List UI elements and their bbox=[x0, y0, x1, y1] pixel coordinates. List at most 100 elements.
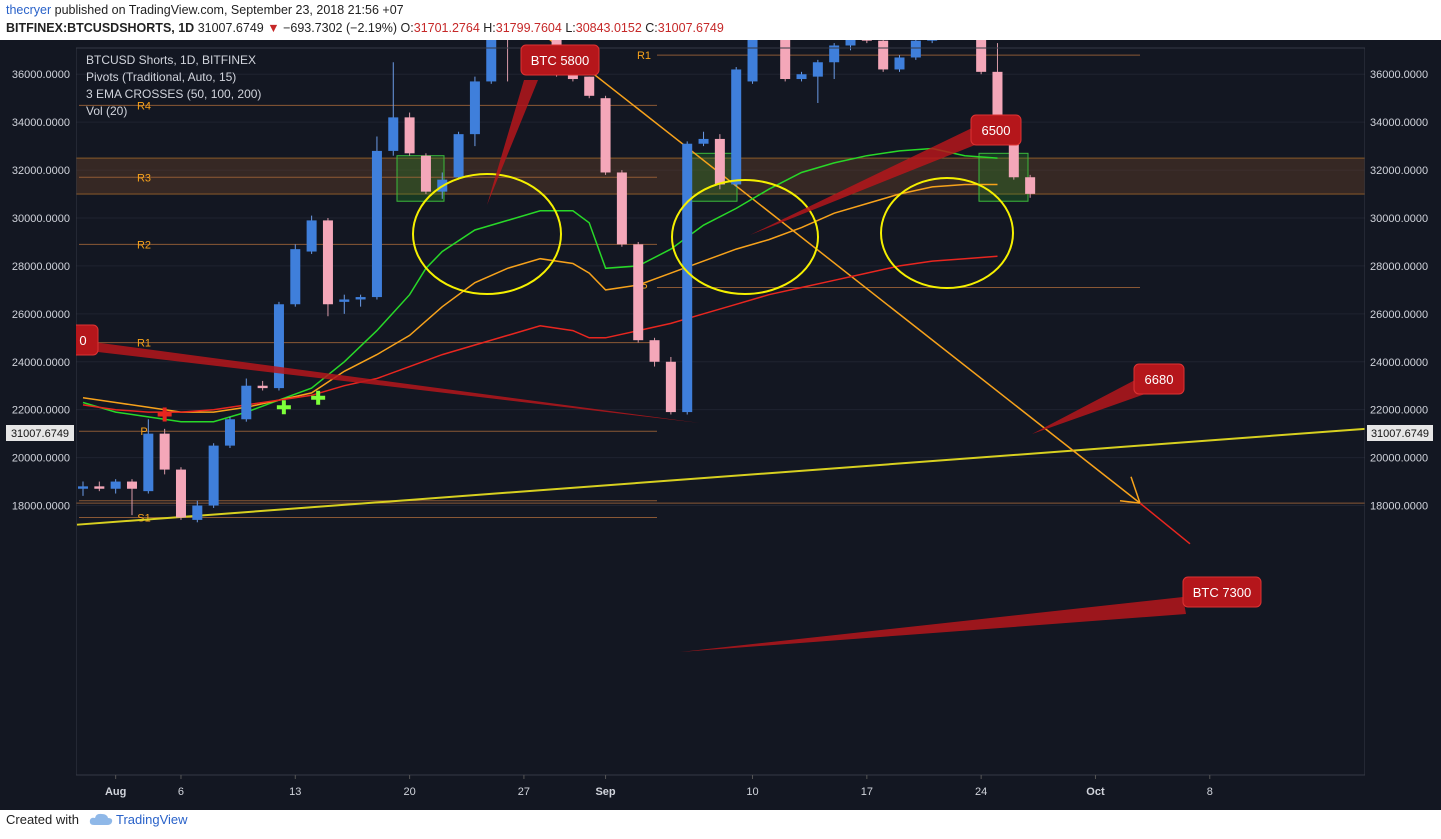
annotation-label: 0 bbox=[79, 333, 86, 348]
pivot-label: P bbox=[140, 426, 147, 438]
candle bbox=[404, 112, 415, 156]
x-tick-label: 8 bbox=[1207, 786, 1213, 798]
ema-line bbox=[82, 183, 998, 413]
open-label: O: bbox=[400, 21, 414, 35]
x-tick-label: 17 bbox=[861, 786, 873, 798]
y-tick-label: 26000.0000 bbox=[1370, 309, 1428, 321]
x-tick-label: 10 bbox=[746, 786, 758, 798]
candle-body bbox=[78, 486, 88, 489]
tradingview-link[interactable]: TradingView bbox=[116, 812, 188, 827]
y-tick-label: 28000.0000 bbox=[1370, 261, 1428, 273]
candle bbox=[126, 479, 137, 516]
candle-body bbox=[110, 481, 121, 489]
legend-ema: 3 EMA CROSSES (50, 100, 200) bbox=[86, 87, 261, 101]
y-tick-label: 36000.0000 bbox=[12, 69, 70, 81]
candle bbox=[616, 170, 627, 247]
candle-body bbox=[126, 481, 137, 489]
svg-text:31007.6749: 31007.6749 bbox=[1371, 428, 1429, 440]
y-tick-label: 18000.0000 bbox=[1370, 501, 1428, 513]
candle bbox=[747, 40, 758, 84]
candle-body bbox=[649, 340, 660, 362]
candle-body bbox=[290, 249, 301, 305]
candle-body bbox=[812, 62, 823, 77]
y-tick-label: 26000.0000 bbox=[12, 309, 70, 321]
candle-body bbox=[796, 74, 807, 80]
highlight-circle bbox=[412, 173, 562, 295]
candle bbox=[388, 62, 399, 156]
candle-body bbox=[861, 40, 872, 41]
y-tick-label: 30000.0000 bbox=[1370, 213, 1428, 225]
x-tick-label: 24 bbox=[975, 786, 987, 798]
price-change: −693.7302 (−2.19%) bbox=[283, 21, 398, 35]
x-tick-label: Sep bbox=[595, 786, 615, 798]
high-label: H: bbox=[483, 21, 496, 35]
annotation-label: 6680 bbox=[1145, 372, 1174, 387]
candle-body bbox=[747, 40, 758, 82]
legend-title: BTCUSD Shorts, 1D, BITFINEX bbox=[86, 53, 256, 67]
annotation-6680[interactable]: 6680 bbox=[1032, 363, 1185, 434]
candle bbox=[159, 428, 170, 475]
annotation-label: BTC 7300 bbox=[1193, 585, 1252, 600]
legend-vol: Vol (20) bbox=[86, 104, 127, 118]
candle-body bbox=[1008, 117, 1019, 178]
candle bbox=[420, 153, 431, 195]
candle-body bbox=[273, 304, 284, 389]
x-tick-label: 13 bbox=[289, 786, 301, 798]
candle bbox=[257, 380, 268, 391]
publish-text: published on TradingView.com, September … bbox=[54, 3, 404, 17]
candle-body bbox=[208, 445, 219, 506]
candle bbox=[469, 76, 480, 147]
candle bbox=[731, 67, 742, 187]
candle-body bbox=[404, 117, 415, 154]
y-tick-label: 34000.0000 bbox=[12, 117, 70, 129]
symbol-label: BITFINEX:BTCUSDSHORTS, 1D bbox=[6, 21, 195, 35]
candle bbox=[507, 40, 509, 82]
y-tick-label: 28000.0000 bbox=[12, 261, 70, 273]
y-tick-label: 34000.0000 bbox=[1370, 117, 1428, 129]
candle-body bbox=[698, 138, 709, 144]
annotation-btc5800[interactable]: BTC 5800 bbox=[487, 44, 600, 205]
price-chart[interactable]: R5R4R3R2R1PS1R1P Aug6132027Sep101724Oct8… bbox=[0, 40, 1441, 810]
candle-body bbox=[486, 40, 497, 82]
pivot-label: R1 bbox=[637, 50, 651, 62]
left-price-marker: 31007.6749 bbox=[6, 425, 74, 441]
candle-body bbox=[241, 385, 252, 420]
candle bbox=[175, 467, 186, 520]
candle-body bbox=[469, 81, 480, 135]
candle bbox=[584, 76, 595, 99]
candle-body bbox=[780, 40, 791, 80]
publish-info: thecryer published on TradingView.com, S… bbox=[6, 3, 404, 17]
candle bbox=[992, 43, 1003, 118]
candle-body bbox=[339, 299, 350, 302]
candle bbox=[208, 443, 219, 508]
author-link[interactable]: thecryer bbox=[6, 3, 52, 17]
candle-body bbox=[992, 71, 1003, 115]
annotation-6500[interactable]: 6500 bbox=[750, 114, 1022, 235]
footer: Created with TradingView bbox=[6, 812, 188, 827]
candle bbox=[976, 40, 987, 75]
annotation-btc7300[interactable]: BTC 7300 bbox=[680, 576, 1262, 652]
candle bbox=[78, 481, 88, 496]
candle-body bbox=[322, 220, 333, 305]
candle bbox=[110, 479, 121, 494]
low-label: L: bbox=[565, 21, 576, 35]
candle-body bbox=[633, 244, 644, 341]
candle-body bbox=[600, 98, 611, 173]
candle-body bbox=[143, 433, 154, 492]
candle bbox=[665, 356, 676, 415]
candle-body bbox=[927, 40, 938, 41]
x-tick-label: 20 bbox=[403, 786, 415, 798]
pivot-label: S1 bbox=[137, 513, 150, 525]
signal-marks bbox=[157, 390, 326, 422]
candle-body bbox=[420, 155, 431, 192]
pivot-label: P bbox=[640, 282, 647, 294]
cross-marker bbox=[311, 390, 326, 405]
x-tick-label: 27 bbox=[518, 786, 530, 798]
right-price-marker: 31007.6749 bbox=[1367, 425, 1433, 441]
close-value: 31007.6749 bbox=[657, 21, 724, 35]
candle-body bbox=[567, 74, 578, 80]
candle bbox=[306, 215, 317, 254]
candle bbox=[910, 40, 921, 60]
y-tick-label: 32000.0000 bbox=[1370, 165, 1428, 177]
y-tick-label: 30000.0000 bbox=[12, 213, 70, 225]
